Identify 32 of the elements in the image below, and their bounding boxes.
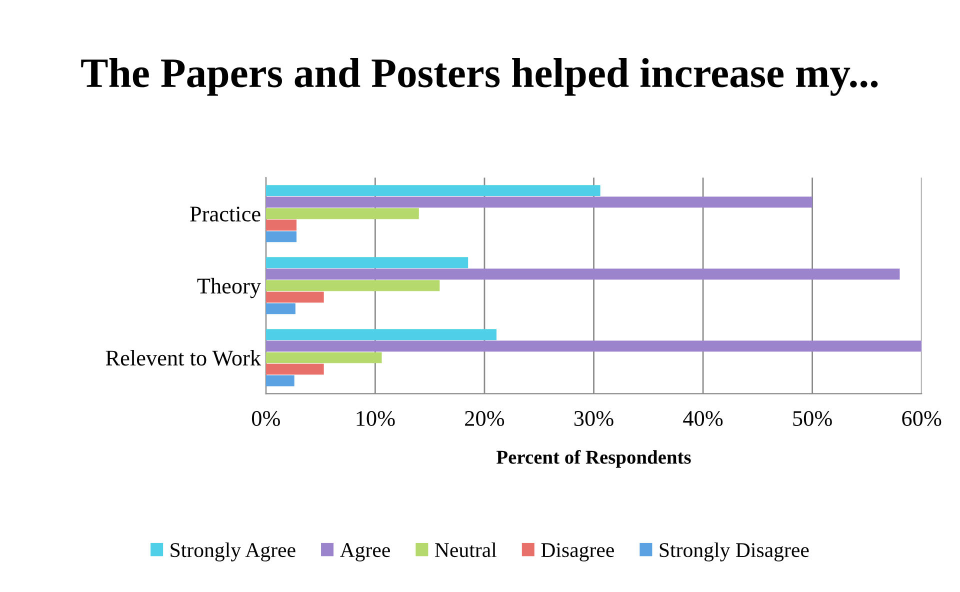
bar	[266, 280, 440, 292]
bar	[266, 220, 297, 231]
x-tick-label: 50%	[793, 410, 832, 426]
bar	[266, 257, 468, 268]
legend-label: Disagree	[541, 543, 614, 562]
bar	[266, 352, 382, 364]
bar	[266, 340, 922, 352]
x-tick-label: 20%	[465, 410, 504, 426]
chart-title: The Papers and Posters helped increase my...	[81, 58, 878, 96]
y-tick-label: Practice	[190, 206, 260, 222]
legend-label: Neutral	[435, 542, 496, 558]
x-tick-label: 0%	[252, 410, 280, 426]
legend-label: Agree	[340, 543, 390, 562]
x-axis-title: Percent of Respondents	[496, 450, 691, 468]
y-tick-label: Relevent to Work	[106, 350, 262, 366]
legend-label: Strongly Disagree	[660, 542, 809, 562]
bar	[266, 185, 600, 196]
bar	[266, 375, 294, 386]
y-tick-label: Theory	[197, 278, 261, 298]
bar	[266, 292, 324, 303]
bar	[266, 231, 297, 242]
x-tick-label: 10%	[356, 410, 395, 426]
bar	[266, 329, 496, 340]
bar	[266, 196, 812, 208]
bar	[266, 303, 296, 314]
legend-label: Strongly Agree	[170, 542, 296, 562]
bar	[266, 268, 900, 280]
x-tick-label: 40%	[683, 410, 723, 426]
bar	[266, 208, 419, 220]
bar	[266, 364, 324, 375]
x-tick-label: 60%	[902, 410, 942, 426]
x-tick-label: 30%	[574, 410, 614, 426]
